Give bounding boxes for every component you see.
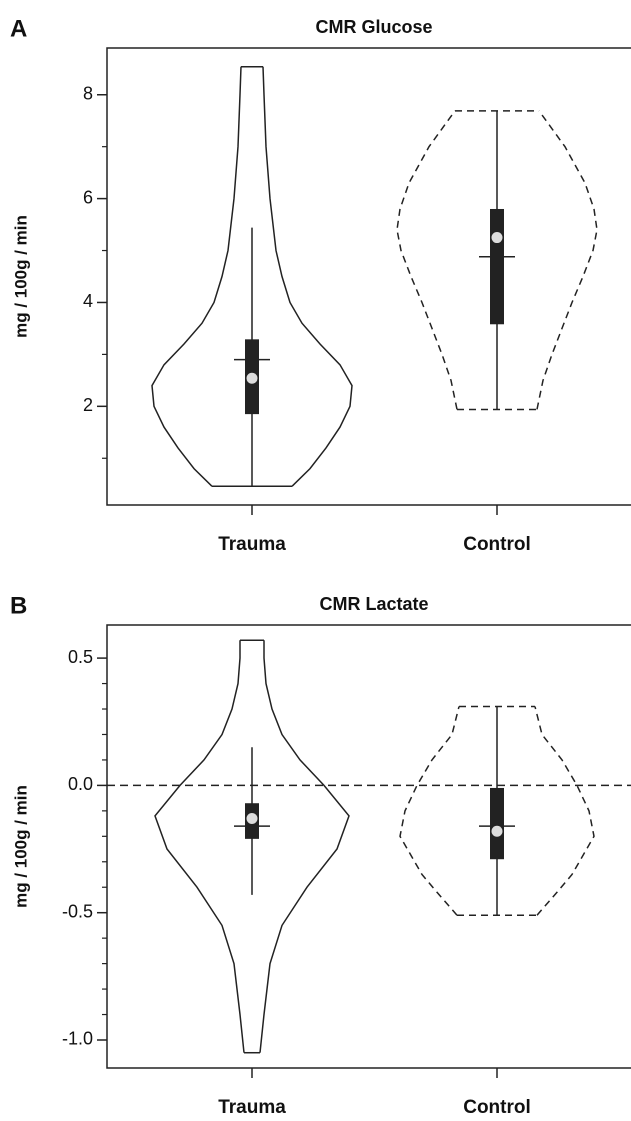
violin-outline — [396, 110, 458, 410]
y-axis-label: mg / 100g / min — [11, 785, 30, 908]
y-tick-label: 2 — [83, 395, 93, 415]
panel-label: B — [10, 592, 27, 619]
y-tick-label: 8 — [83, 83, 93, 103]
median-dot — [246, 372, 258, 384]
y-tick-label: 0.0 — [68, 774, 93, 794]
median-dot — [246, 812, 258, 824]
y-tick-label: 6 — [83, 187, 93, 207]
y-tick-label: -0.5 — [62, 901, 93, 921]
x-tick-label: Trauma — [218, 534, 286, 555]
chart-title: CMR Glucose — [315, 17, 432, 37]
chart-title: CMR Lactate — [319, 594, 428, 614]
y-tick-label: -1.0 — [62, 1029, 93, 1049]
y-tick-label: 4 — [83, 291, 93, 311]
x-tick-label: Trauma — [218, 1097, 286, 1118]
x-tick-label: Control — [463, 534, 531, 555]
box — [490, 208, 504, 325]
violin-outline — [536, 110, 598, 410]
box — [490, 787, 504, 860]
violin-outline — [154, 640, 245, 1053]
violin-outline — [399, 706, 460, 916]
median-dot — [491, 825, 503, 837]
violin-outline — [534, 706, 595, 916]
violin-outline — [262, 66, 353, 487]
median-dot — [491, 232, 503, 244]
panel-label: A — [10, 15, 27, 42]
plot-frame — [106, 47, 631, 506]
x-tick-label: Control — [463, 1097, 531, 1118]
violin-outline — [259, 640, 350, 1053]
violin-outline — [151, 66, 242, 487]
y-tick-label: 0.5 — [68, 647, 93, 667]
y-axis-label: mg / 100g / min — [11, 215, 30, 338]
plot-frame — [106, 624, 631, 1069]
